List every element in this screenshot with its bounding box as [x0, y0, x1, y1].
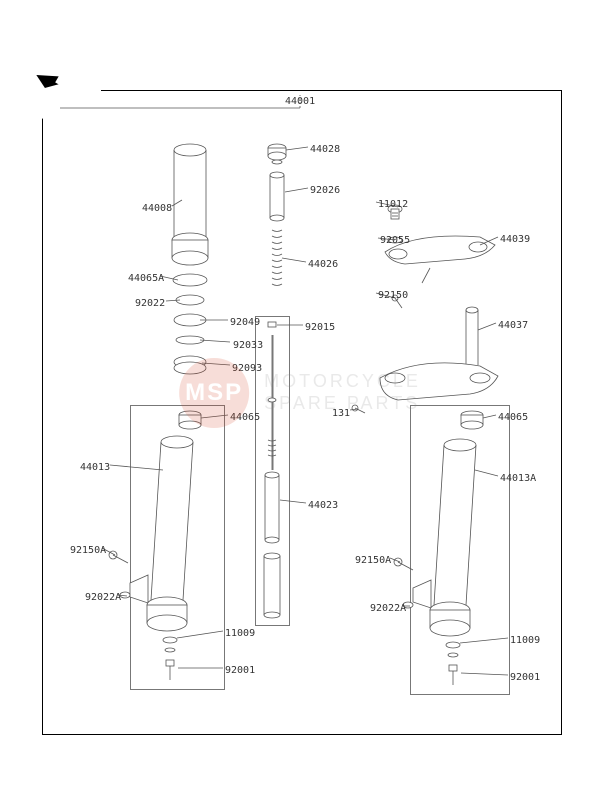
callout-92033: 92033: [233, 340, 263, 351]
callout-44065A: 44065A: [128, 273, 164, 284]
callout-92150A_r: 92150A: [355, 555, 391, 566]
callout-44037: 44037: [498, 320, 528, 331]
callout-92022A_r: 92022A: [370, 603, 406, 614]
callout-92022: 92022: [135, 298, 165, 309]
callout-44039: 44039: [500, 234, 530, 245]
callout-11009_r: 11009: [510, 635, 540, 646]
watermark-text: MOTORCYCLE SPARE PARTS: [264, 371, 421, 414]
callout-44013A: 44013A: [500, 473, 536, 484]
callout-44028: 44028: [310, 144, 340, 155]
callout-92001: 92001: [225, 665, 255, 676]
callout-44013: 44013: [80, 462, 110, 473]
callout-44008: 44008: [142, 203, 172, 214]
callout-92049: 92049: [230, 317, 260, 328]
callout-44001: 44001: [285, 96, 315, 107]
watermark-badge: MSP: [179, 358, 249, 428]
callout-92026: 92026: [310, 185, 340, 196]
callout-92055: 92055: [380, 235, 410, 246]
watermark-line2: SPARE PARTS: [264, 393, 421, 415]
callout-92150A: 92150A: [70, 545, 106, 556]
callout-44065_r: 44065: [498, 412, 528, 423]
callout-92150: 92150: [378, 290, 408, 301]
watermark-line1: MOTORCYCLE: [264, 371, 421, 393]
callout-92001_r: 92001: [510, 672, 540, 683]
callout-44023: 44023: [308, 500, 338, 511]
callout-44026: 44026: [308, 259, 338, 270]
callout-11012: 11012: [378, 199, 408, 210]
callout-92015: 92015: [305, 322, 335, 333]
callout-92022A: 92022A: [85, 592, 121, 603]
watermark: MSP MOTORCYCLE SPARE PARTS: [179, 358, 421, 428]
callout-11009: 11009: [225, 628, 255, 639]
